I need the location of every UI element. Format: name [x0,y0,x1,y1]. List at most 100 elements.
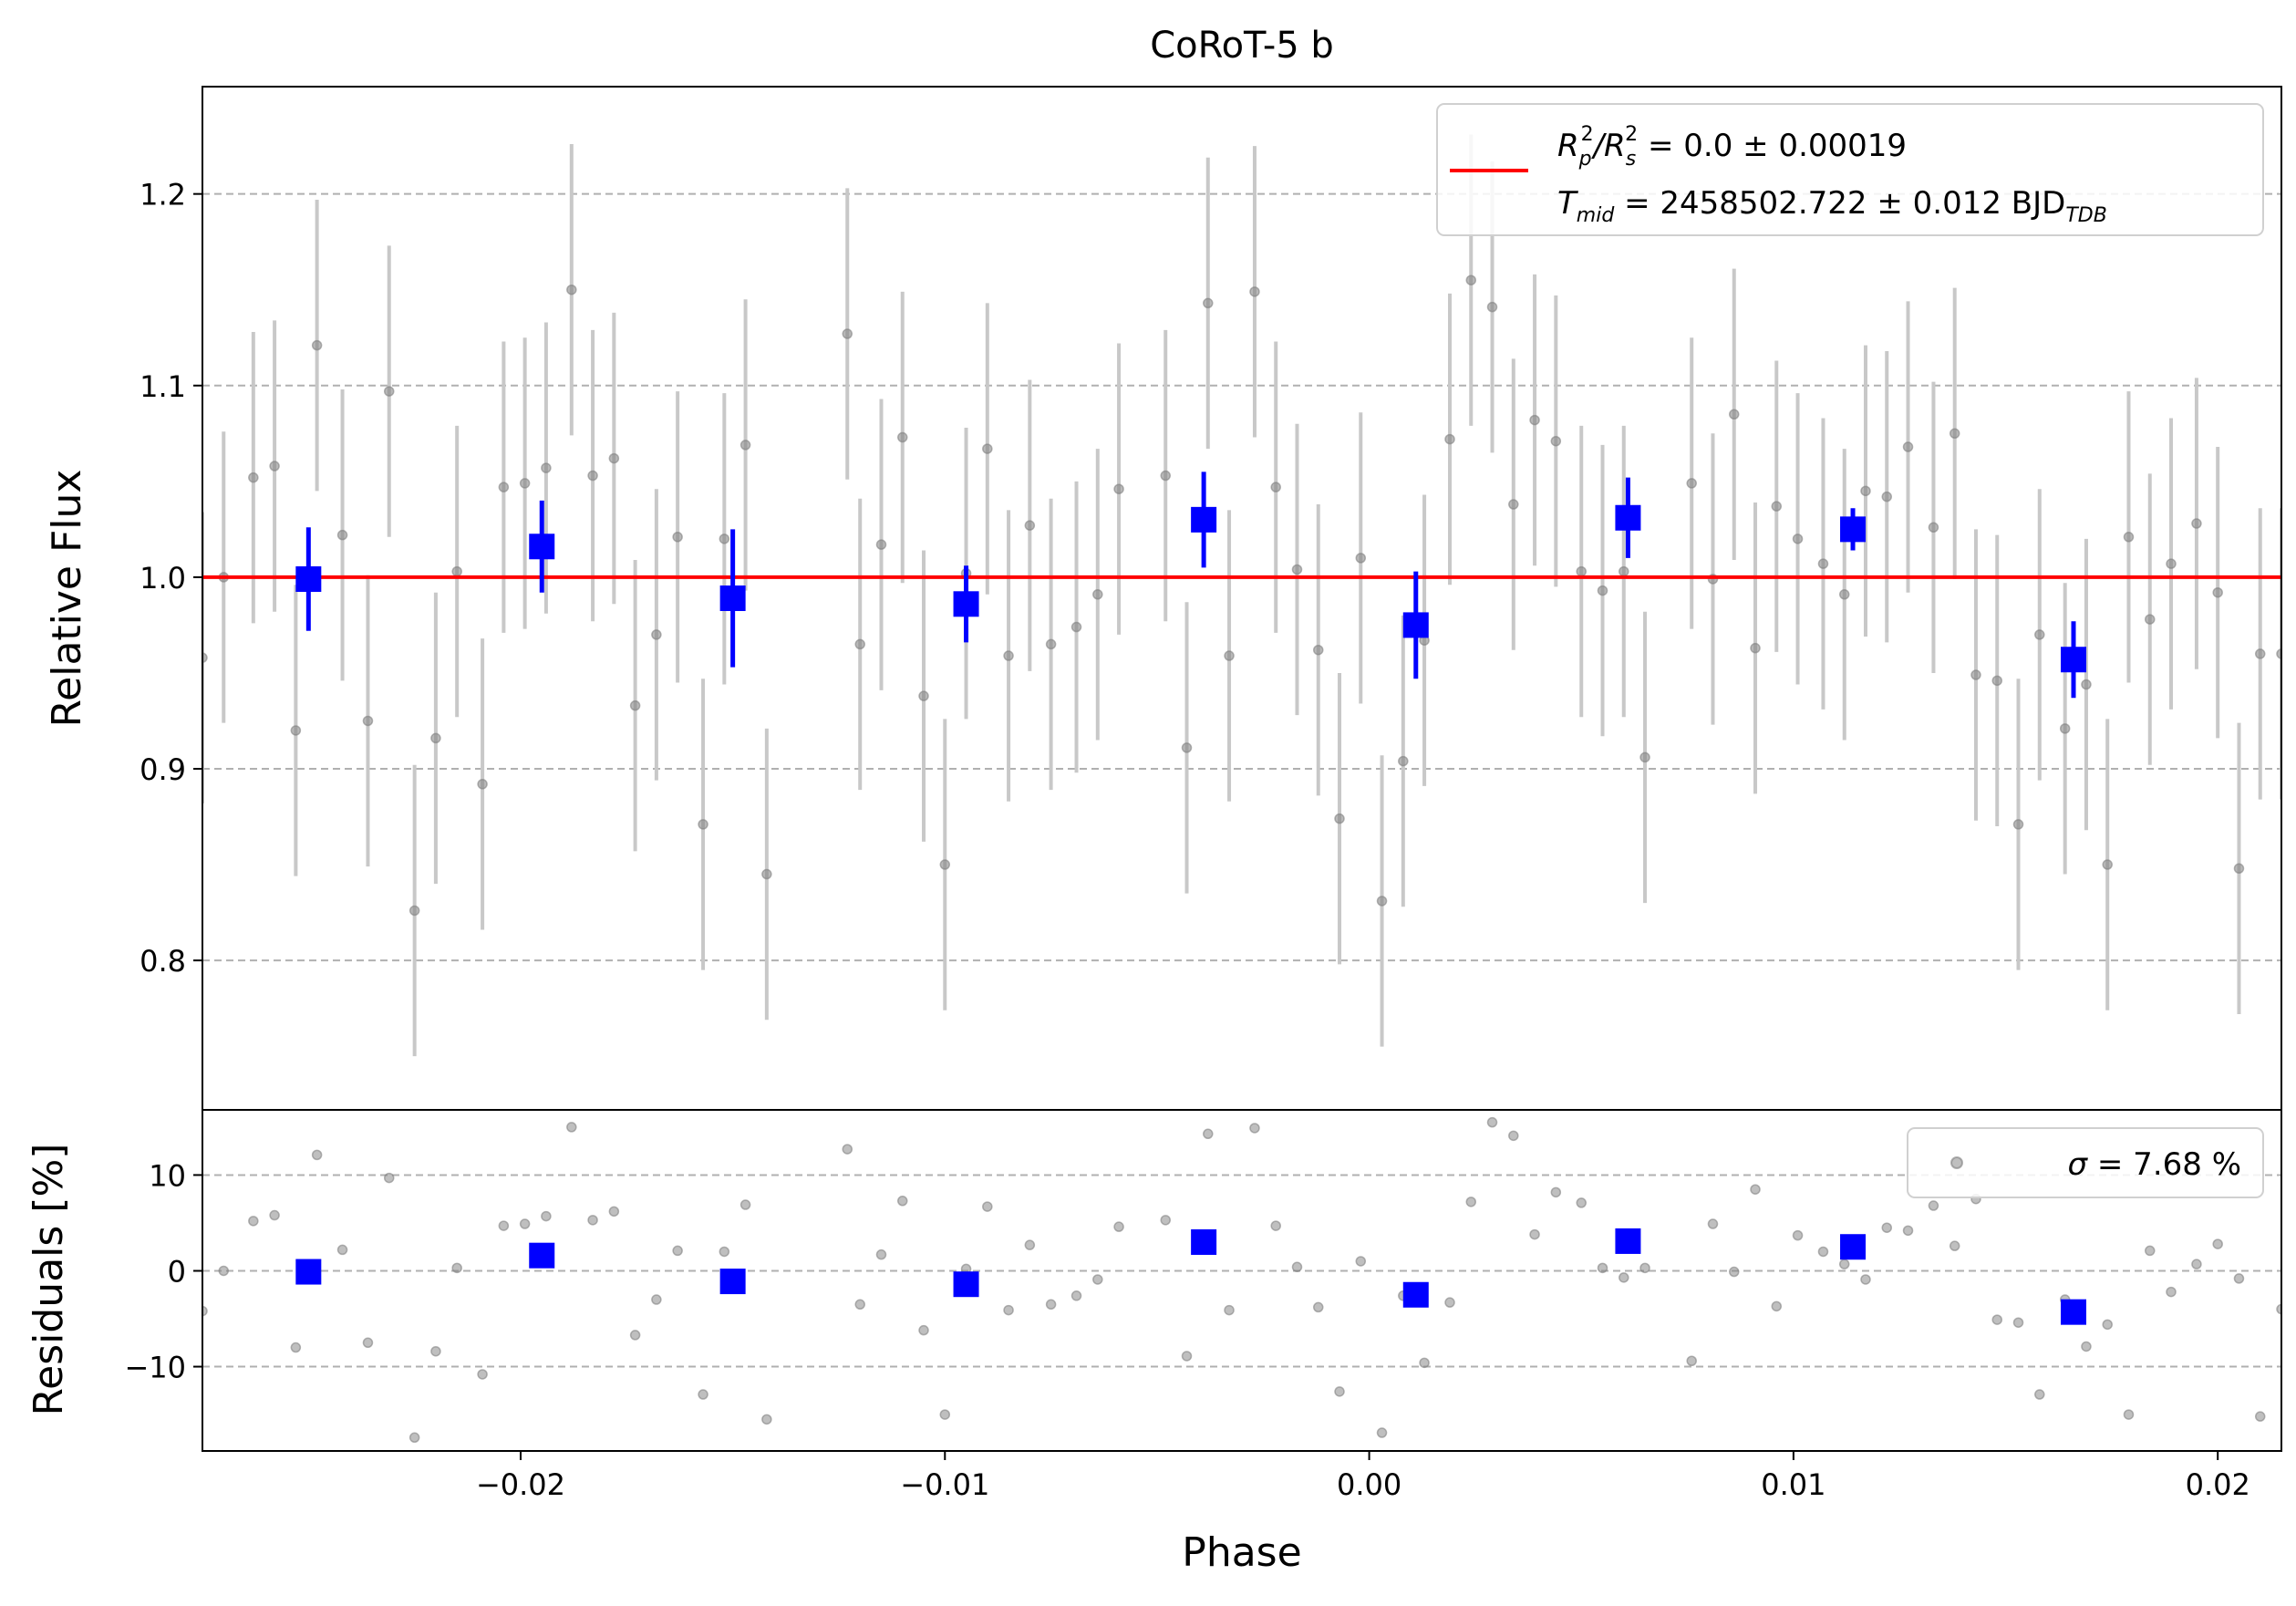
flux-legend-entry-tmid: Tmid = 2458502.722 ± 0.012 BJDTDB [1557,185,2107,227]
residuals-raw-point [1771,1300,1783,1312]
residuals-raw-point [1113,1221,1124,1232]
flux-raw-point [1597,585,1608,596]
residuals-raw-point [739,1199,751,1210]
flux-raw-point [2166,558,2177,569]
residuals-raw-point [842,1144,853,1155]
residuals-raw-point [2123,1409,2135,1420]
residuals-raw-point [218,1265,230,1277]
residuals-binned-point [1615,1228,1641,1254]
flux-binned-point [1191,506,1217,533]
residuals-raw-point [1181,1351,1193,1362]
phase-x-tick-label: 0.01 [1761,1467,1825,1502]
residuals-raw-point [1508,1130,1519,1142]
flux-raw-point [939,859,951,870]
flux-raw-point [336,529,348,541]
flux-raw-point [269,461,280,471]
flux-legend-entry-depth: Rp2/Rs2 = 0.0 ± 0.00019 [1557,123,1907,171]
flux-raw-point [1838,589,1850,600]
flux-raw-point [1881,491,1893,503]
flux-raw-point [1444,433,1455,445]
residuals-binned-point [719,1269,746,1295]
flux-raw-point [739,440,751,451]
residuals-raw-point [897,1196,908,1207]
residuals-raw-point [1160,1215,1171,1226]
flux-raw-point [311,339,323,351]
flux-raw-point [1160,470,1171,482]
residuals-raw-point [2191,1259,2202,1269]
residuals-raw-points [202,1116,2281,1444]
residuals-raw-point [1817,1246,1829,1258]
flux-y-axis-label: Relative Flux [44,470,90,728]
flux-binned-point [719,585,746,611]
flux-raw-point [1224,650,1235,661]
flux-raw-point [2081,679,2092,690]
residuals-raw-point [1003,1304,1014,1316]
residuals-raw-point [1991,1314,2002,1325]
flux-raw-point [566,284,577,295]
residuals-y-tick-label: −10 [124,1351,186,1385]
flux-raw-point [1355,553,1367,564]
residuals-raw-point [1729,1266,1740,1278]
flux-raw-point [541,462,552,473]
flux-raw-point [1576,565,1587,577]
flux-raw-point [1508,499,1519,510]
flux-y-tick-label: 1.2 [140,178,186,212]
flux-binned-point [1615,504,1641,531]
residuals-raw-point [1355,1256,1367,1267]
phase-x-tick-label: −0.02 [476,1467,565,1502]
residuals-raw-point [2233,1273,2245,1284]
flux-raw-point [1249,286,1260,297]
flux-raw-point [1619,565,1629,577]
residuals-binned-point [1402,1281,1429,1308]
flux-raw-point [587,470,598,482]
flux-raw-point [1902,441,1914,452]
residuals-raw-point [918,1324,929,1336]
residuals-raw-point [2145,1245,2156,1257]
residuals-raw-point [430,1345,441,1357]
flux-raw-point [1550,435,1562,447]
flux-raw-point [854,638,865,650]
flux-raw-point [1928,522,1939,534]
flux-raw-point [202,652,208,663]
residuals-raw-point [1334,1386,1345,1397]
residuals-raw-point [672,1245,683,1257]
flux-raw-point [761,868,772,880]
flux-binned-point [295,565,322,592]
residuals-raw-point [1639,1262,1650,1274]
flux-raw-point [651,629,662,640]
residuals-raw-point [982,1201,993,1212]
flux-raw-point [875,539,887,550]
residuals-gridlines [202,1174,2281,1368]
residuals-raw-point [451,1262,462,1274]
flux-raw-point [1070,621,1082,633]
flux-raw-point [982,443,993,454]
residuals-panel-frame [202,1109,2282,1452]
flux-raw-point [1003,650,1014,661]
flux-raw-point [2102,859,2113,870]
flux-raw-point [1203,297,1214,309]
residuals-binned-point [2061,1299,2086,1325]
residuals-raw-point [248,1216,259,1227]
residuals-raw-point [1576,1197,1587,1208]
flux-raw-point [2191,518,2202,529]
flux-y-ticks: 0.8 0.9 1.0 1.1 1.2 [140,178,202,979]
residuals-raw-point [608,1206,620,1217]
residuals-raw-point [1949,1240,1960,1251]
residuals-binned-point [1840,1234,1867,1260]
flux-raw-point [1113,483,1124,494]
residuals-raw-point [1024,1239,1036,1250]
flux-raw-point [1291,564,1303,575]
phase-x-tick-label: −0.01 [900,1467,989,1502]
phase-x-tick-label: 0.00 [1337,1467,1401,1502]
flux-raw-point [362,715,374,727]
residuals-raw-point [362,1337,374,1349]
flux-raw-point [1313,644,1324,656]
residuals-raw-point [1707,1218,1719,1229]
flux-raw-point [451,565,462,577]
flux-raw-point [1465,275,1477,285]
residuals-y-axis-label: Residuals [%] [26,1144,72,1416]
residuals-y-ticks: −10 0 10 [124,1158,202,1385]
flux-binned-point [953,591,979,617]
flux-raw-point [1376,896,1388,907]
